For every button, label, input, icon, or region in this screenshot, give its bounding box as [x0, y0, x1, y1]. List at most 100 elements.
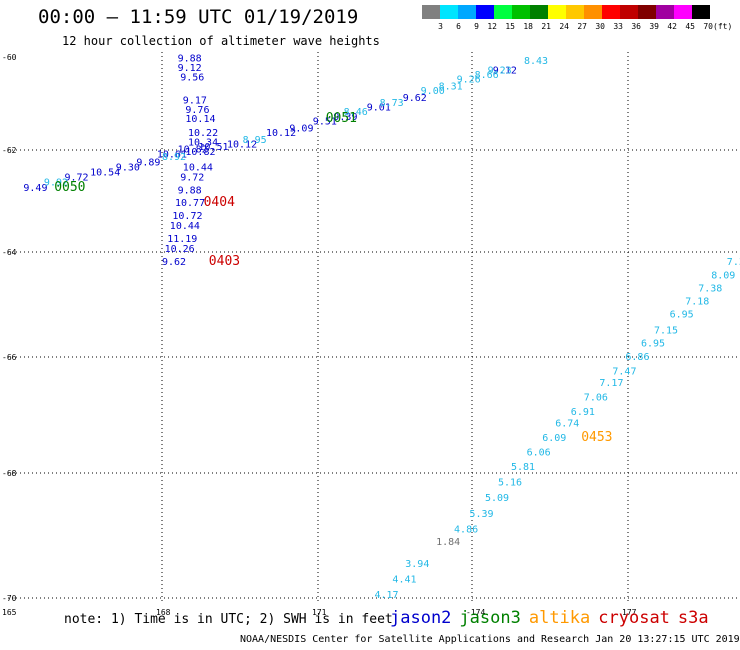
wave-height-value: 1.84 — [436, 537, 460, 548]
color-swatch — [584, 5, 602, 19]
wave-height-value: 8.73 — [380, 98, 404, 109]
color-scale-label: 45 — [685, 22, 695, 31]
wave-height-value: 9.88 — [178, 185, 202, 196]
wave-height-value: 7.47 — [612, 366, 636, 377]
chart-subtitle: 12 hour collection of altimeter wave hei… — [62, 34, 380, 48]
wave-height-value: 10.12 — [266, 128, 296, 139]
color-scale-label: 18 — [523, 22, 533, 31]
color-swatch — [548, 5, 566, 19]
color-scale-label: 12 — [487, 22, 497, 31]
color-scale-label: 42 — [667, 22, 677, 31]
wave-height-value: 10.82 — [185, 147, 215, 158]
wave-height-value: 8.92 — [162, 152, 186, 163]
legend-entry: jason3 — [459, 608, 521, 628]
wave-height-value: 8.31 — [439, 82, 463, 93]
wave-height-value: 4.41 — [392, 574, 416, 585]
wave-height-value: 6.09 — [542, 433, 566, 444]
wave-height-value: 8.09 — [711, 270, 735, 281]
wave-height-value: 9.09 — [289, 123, 313, 134]
color-scale-label: (ft) — [713, 22, 733, 31]
legend-entry: s3a — [677, 608, 709, 628]
footer-note: note: 1) Time is in UTC; 2) SWH is in fe… — [64, 612, 393, 627]
color-scale-label: 9 — [474, 22, 479, 31]
longitude-label: 177 — [622, 608, 637, 617]
color-swatch — [476, 5, 494, 19]
latitude-label: -64 — [2, 248, 17, 257]
wave-height-value: 10.14 — [185, 114, 215, 125]
wave-height-value: 6.95 — [670, 310, 694, 321]
color-scale-bar — [422, 5, 710, 19]
wave-height-value: 10.54 — [90, 168, 120, 179]
legend-entry: jason2 — [390, 608, 452, 628]
wave-height-value: 7.17 — [599, 378, 623, 389]
color-swatch — [602, 5, 620, 19]
wave-height-value: 5.81 — [511, 462, 535, 473]
legend-entry: cryosat — [598, 608, 670, 628]
wave-height-value: 9.51 — [313, 116, 337, 127]
wave-height-value: 8.43 — [524, 56, 548, 67]
longitude-label: 168 — [156, 608, 171, 617]
color-scale-label: 24 — [559, 22, 569, 31]
wave-height-value: 6.86 — [625, 352, 649, 363]
latitude-label: -68 — [2, 469, 17, 478]
longitude-label: -174 — [466, 608, 485, 617]
wave-height-value: 5.39 — [469, 509, 493, 520]
wave-height-value: 10.26 — [165, 244, 195, 255]
wave-height-value: 9.30 — [116, 162, 140, 173]
chart-title: 00:00 – 11:59 UTC 01/19/2019 — [38, 6, 359, 28]
color-scale-label: 30 — [595, 22, 605, 31]
color-swatch — [530, 5, 548, 19]
satellite-legend: jason2 jason3 altika cryosat s3a — [390, 608, 717, 628]
wave-height-value: 10.44 — [183, 162, 213, 173]
wave-height-value: 10.82 — [178, 145, 208, 156]
wave-height-value: 5.09 — [485, 493, 509, 504]
wave-height-value: 7.18 — [685, 297, 709, 308]
wave-height-value: 9.89 — [136, 157, 160, 168]
wave-height-value: 7.32 — [727, 257, 740, 268]
wave-height-value: 9.56 — [180, 72, 204, 83]
wave-height-value: 3.94 — [405, 559, 429, 570]
wave-height-value: 9.26 — [457, 75, 481, 86]
wave-height-value: 9.17 — [183, 96, 207, 107]
wave-height-value: 4.17 — [374, 590, 398, 601]
wave-height-value: 9.12 — [493, 65, 517, 76]
wave-height-value: 7.38 — [698, 283, 722, 294]
longitude-label: 165 — [2, 608, 17, 617]
wave-height-value: 9.72 — [180, 173, 204, 184]
wave-height-value: 10.77 — [175, 198, 205, 209]
color-swatch — [512, 5, 530, 19]
color-scale-label: 39 — [649, 22, 659, 31]
pass-time-label: 0051 — [326, 111, 357, 126]
wave-height-value: 10.72 — [172, 211, 202, 222]
wave-height-value: 6.74 — [555, 419, 579, 430]
pass-time-label: 0050 — [54, 180, 85, 195]
wave-height-value: 9.72 — [64, 173, 88, 184]
wave-height-value: 6.06 — [527, 448, 551, 459]
wave-height-value: 10.34 — [188, 137, 218, 148]
pass-time-label: 0404 — [204, 195, 235, 210]
wave-height-value: 7.15 — [654, 325, 678, 336]
wave-height-value: 8.46 — [344, 107, 368, 118]
color-swatch — [674, 5, 692, 19]
color-scale-label: 33 — [613, 22, 623, 31]
color-scale-label: 70 — [703, 22, 713, 31]
pass-time-label: 0403 — [209, 254, 240, 269]
longitude-label: 171 — [312, 608, 327, 617]
wave-height-value: 9.12 — [178, 63, 202, 74]
color-scale-label: 21 — [541, 22, 551, 31]
color-swatch — [494, 5, 512, 19]
color-scale-label: 27 — [577, 22, 587, 31]
wave-height-value: 6.91 — [571, 407, 595, 418]
wave-height-value: 10.12 — [227, 140, 257, 151]
wave-height-value: 10.22 — [188, 128, 218, 139]
latitude-label: -70 — [2, 594, 17, 603]
wave-height-value: 9.92 — [44, 178, 68, 189]
wave-height-value: 9.00 — [421, 86, 445, 97]
pass-time-label: 0453 — [581, 430, 612, 445]
credit-line: NOAA/NESDIS Center for Satellite Applica… — [240, 634, 740, 645]
wave-height-value: 9.62 — [162, 257, 186, 268]
color-swatch — [692, 5, 710, 19]
wave-height-value: 10.44 — [170, 221, 200, 232]
color-scale-label: 36 — [631, 22, 641, 31]
